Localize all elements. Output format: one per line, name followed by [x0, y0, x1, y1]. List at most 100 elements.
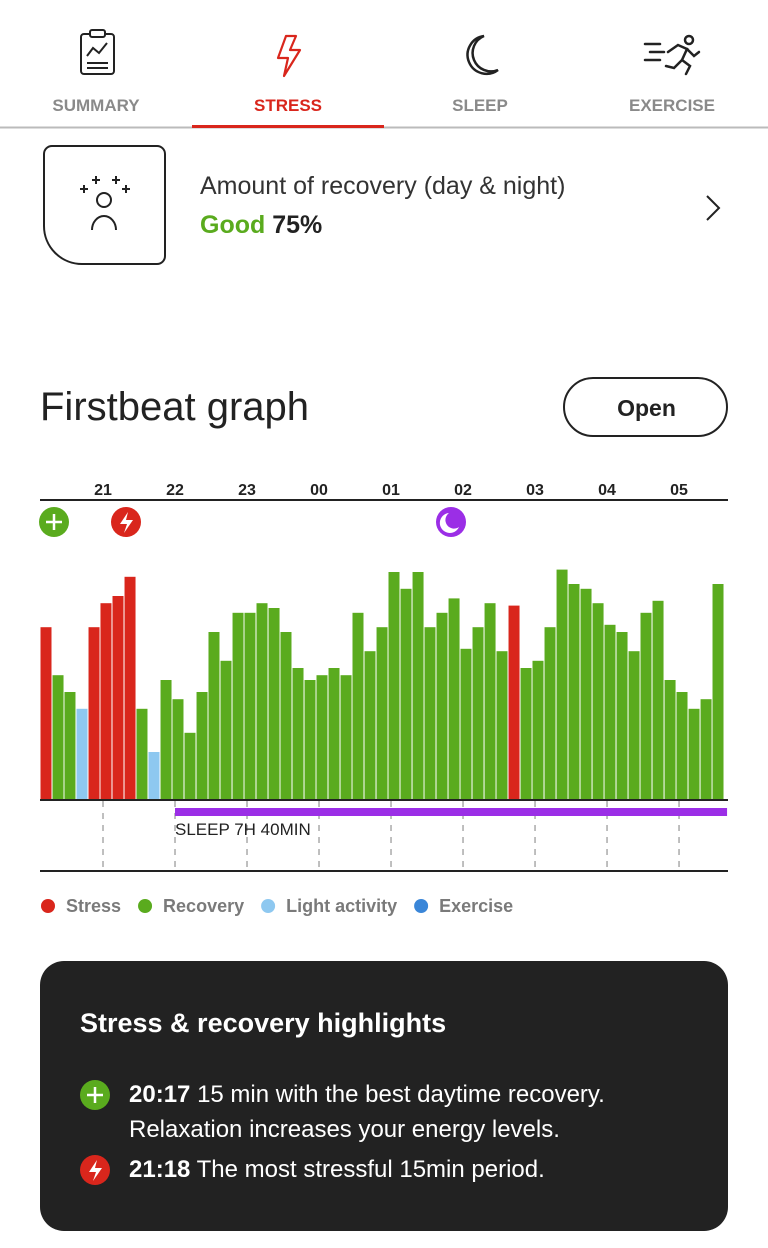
bar: [460, 648, 472, 800]
sleep-bar: [175, 808, 728, 816]
bar: [556, 569, 568, 800]
tab-sleep[interactable]: SLEEP: [452, 96, 508, 115]
highlights-panel: [40, 961, 728, 1231]
bar: [64, 692, 76, 800]
bar: [508, 605, 520, 800]
tab-summary[interactable]: SUMMARY: [52, 96, 140, 115]
sleep-icon: [466, 34, 499, 76]
bar: [364, 651, 376, 800]
tab-stress[interactable]: STRESS: [253, 96, 323, 115]
graph-title: Firstbeat graph: [40, 385, 310, 429]
tab-exercise[interactable]: EXERCISE: [629, 96, 715, 115]
x-tick-label: 05: [670, 482, 688, 499]
bar: [76, 708, 88, 800]
bar: [664, 680, 676, 800]
bar: [316, 675, 328, 800]
bar: [148, 752, 160, 800]
stress-marker: [111, 507, 141, 537]
sleep-label: SLEEP 7H 40MIN: [175, 820, 311, 839]
bar: [592, 603, 604, 800]
legend-swatch: [261, 899, 276, 913]
open-button[interactable]: [563, 377, 728, 437]
legend-swatch: [138, 899, 153, 913]
stress-icon: [276, 34, 302, 78]
x-tick-label: 22: [166, 482, 184, 499]
recovery-title: Amount of recovery (day & night): [200, 172, 566, 200]
recovery-summary: Good 75%: [200, 211, 322, 240]
recovery-icon: [80, 176, 130, 231]
bar: [616, 632, 628, 800]
exercise-icon: [643, 34, 701, 76]
open-button-label[interactable]: Open: [617, 395, 676, 421]
bar: [640, 612, 652, 800]
x-tick-label: 01: [382, 482, 400, 499]
bar: [580, 588, 592, 800]
sleep-marker: [436, 507, 466, 537]
bar: [484, 603, 496, 800]
legend-label: Exercise: [439, 896, 513, 916]
bar: [328, 668, 340, 800]
bar: [304, 680, 316, 800]
recovery-percent: 75%: [272, 211, 323, 239]
bar: [448, 598, 460, 800]
bar: [220, 660, 232, 800]
bar: [388, 572, 400, 800]
bar: [100, 603, 112, 800]
bar: [604, 624, 616, 800]
legend-swatch: [41, 899, 55, 913]
recovery-card: [43, 145, 166, 265]
highlights-title: Stress & recovery highlights: [80, 1008, 447, 1038]
legend-swatch: [414, 899, 429, 913]
bar: [340, 675, 352, 800]
bar: [424, 627, 436, 800]
bar: [196, 692, 208, 800]
highlight-text: 15 min with the best daytime recovery. R…: [129, 1081, 605, 1143]
bar: [472, 627, 484, 800]
bar: [628, 651, 640, 800]
bar: [712, 584, 724, 800]
bar: [700, 699, 712, 800]
highlight-time: 21:18: [129, 1156, 191, 1183]
bar: [352, 612, 364, 800]
bar: [652, 600, 664, 800]
x-tick-label: 00: [310, 482, 328, 499]
active-tab-underline: [192, 125, 384, 128]
bar: [232, 612, 244, 800]
bar: [268, 608, 280, 800]
bar: [400, 588, 412, 800]
summary-icon: [80, 29, 115, 75]
bar: [676, 692, 688, 800]
chevron[interactable]: [706, 195, 721, 221]
bar: [244, 612, 256, 800]
recovery-marker: [39, 507, 69, 537]
bar: [436, 612, 448, 800]
legend-label: Light activity: [286, 896, 397, 916]
bar: [496, 651, 508, 800]
x-tick-label: 23: [238, 482, 256, 499]
bar: [544, 627, 556, 800]
bar: [208, 632, 220, 800]
legend-label: Recovery: [163, 896, 244, 916]
bar: [520, 668, 532, 800]
bar: [184, 732, 196, 800]
x-tick-label: 03: [526, 482, 544, 499]
bar: [88, 627, 100, 800]
highlight-item: 20:17 15 min with the best daytime recov…: [129, 1077, 699, 1147]
bar: [412, 572, 424, 800]
bar: [40, 627, 52, 800]
highlight-time: 20:17: [129, 1081, 191, 1108]
recovery-rating: Good: [200, 211, 266, 239]
bar: [568, 584, 580, 800]
bar: [256, 603, 268, 800]
bar: [292, 668, 304, 800]
bar: [172, 699, 184, 800]
x-tick-label: 04: [598, 482, 616, 499]
highlight-recovery-icon: [80, 1080, 110, 1110]
x-tick-label: 21: [94, 482, 112, 499]
bar: [532, 660, 544, 800]
bar: [124, 576, 136, 800]
bar: [688, 708, 700, 800]
legend-label: Stress: [66, 896, 121, 916]
